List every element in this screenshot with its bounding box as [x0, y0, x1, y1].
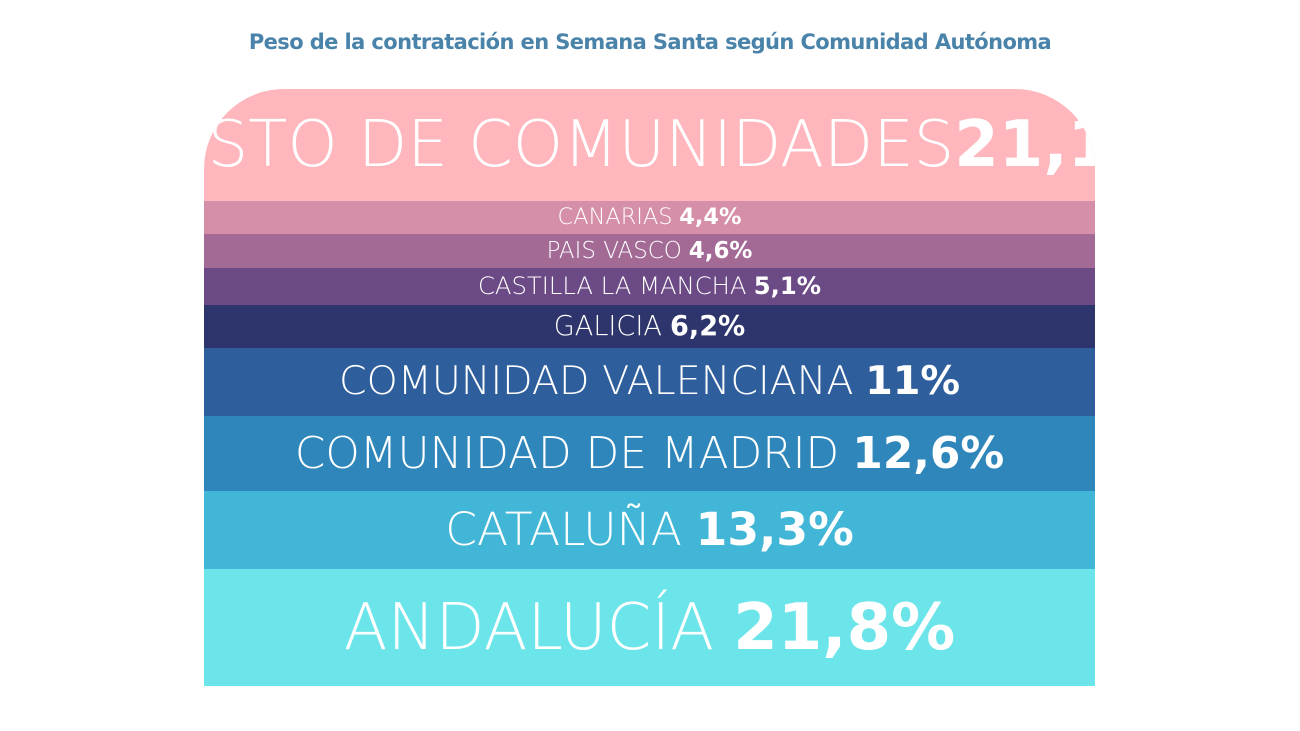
band-value: 4,6% [688, 237, 753, 264]
band-value: 21,1% [954, 108, 1095, 182]
band-label: RESTO DE COMUNIDADES [204, 108, 955, 182]
band-value: 6,2% [670, 310, 746, 342]
band-4: GALICIA 6,2% [204, 305, 1095, 348]
band-1: CANARIAS 4,4% [204, 201, 1095, 234]
band-label: CANARIAS [557, 204, 673, 231]
band-label: ANDALUCÍA [343, 590, 715, 665]
band-label: COMUNIDAD VALENCIANA [338, 358, 854, 405]
band-label: PAIS VASCO [546, 237, 682, 264]
chart-title: Peso de la contratación en Semana Santa … [248, 30, 1052, 54]
band-3: CASTILLA LA MANCHA 5,1% [204, 268, 1095, 305]
band-value: 21,8% [733, 590, 956, 665]
band-value: 11% [865, 358, 961, 405]
band-value: 13,3% [695, 503, 854, 557]
band-2: PAIS VASCO 4,6% [204, 234, 1095, 268]
band-label: GALICIA [553, 310, 662, 342]
band-5: COMUNIDAD VALENCIANA 11% [204, 348, 1095, 416]
band-label: COMUNIDAD DE MADRID [294, 427, 840, 479]
band-value: 12,6% [852, 427, 1005, 479]
band-value: 5,1% [753, 271, 822, 301]
band-label: CATALUÑA [445, 503, 682, 557]
band-value: 4,4% [679, 204, 742, 231]
band-7: CATALUÑA 13,3% [204, 491, 1095, 569]
band-8: ANDALUCÍA 21,8% [204, 569, 1095, 686]
band-label: CASTILLA LA MANCHA [477, 271, 747, 301]
stacked-share-chart: RESTO DE COMUNIDADES21,1%CANARIAS4,4%PAI… [204, 89, 1095, 686]
band-6: COMUNIDAD DE MADRID 12,6% [204, 416, 1095, 491]
